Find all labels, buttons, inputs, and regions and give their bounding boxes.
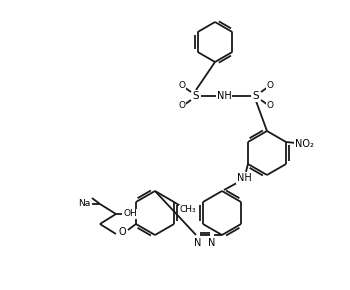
Text: N: N <box>208 238 216 248</box>
Text: O: O <box>266 81 273 90</box>
Text: OH: OH <box>123 209 137 218</box>
Text: N: N <box>194 238 202 248</box>
Text: NH: NH <box>217 91 231 101</box>
Text: S: S <box>193 91 199 101</box>
Text: O: O <box>118 227 126 237</box>
Text: CH₃: CH₃ <box>180 206 196 215</box>
Text: O: O <box>266 102 273 110</box>
Text: O: O <box>178 81 186 90</box>
Text: S: S <box>253 91 259 101</box>
Text: Na: Na <box>78 200 90 209</box>
Text: NO₂: NO₂ <box>295 139 314 149</box>
Text: NH: NH <box>237 173 251 183</box>
Text: O: O <box>178 102 186 110</box>
